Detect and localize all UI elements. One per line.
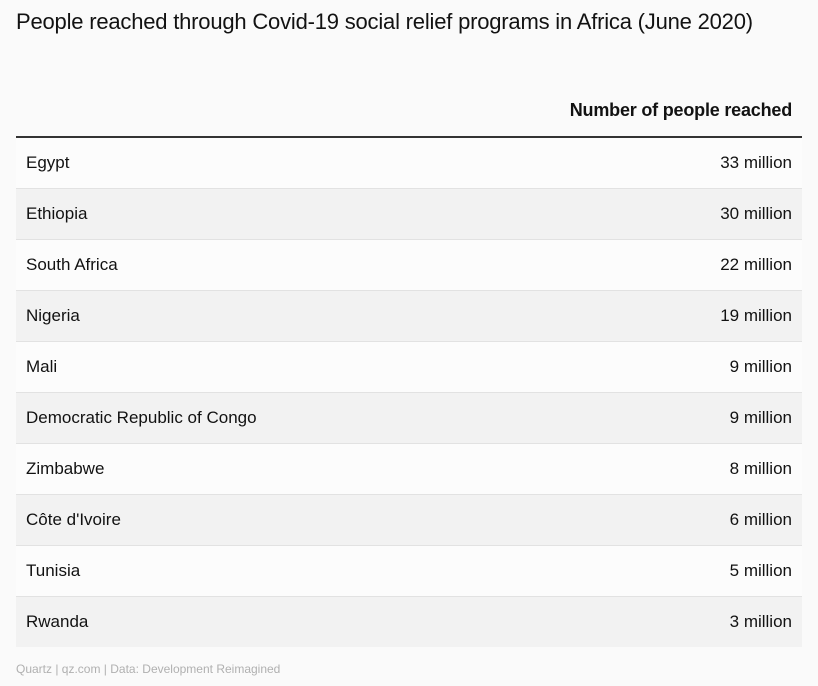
value-cell: 33 million [720, 153, 792, 172]
country-cell: Zimbabwe [26, 459, 105, 478]
country-cell: South Africa [26, 255, 118, 274]
value-cell: 3 million [729, 612, 792, 631]
country-cell: Tunisia [26, 561, 81, 580]
table-row: Nigeria 19 million [16, 291, 802, 342]
column-header-people-reached: Number of people reached [569, 100, 792, 120]
table-row: South Africa 22 million [16, 240, 802, 291]
country-cell: Nigeria [26, 306, 80, 325]
table-row: Mali 9 million [16, 342, 802, 393]
table-body: Egypt 33 million Ethiopia 30 million South A… [16, 138, 802, 647]
country-cell: Ethiopia [26, 204, 88, 223]
country-cell: Mali [26, 357, 58, 376]
country-cell: Democratic Republic of Congo [26, 408, 257, 427]
country-cell: Côte d'Ivoire [26, 510, 121, 529]
value-cell: 19 million [720, 306, 792, 325]
table-row: Egypt 33 million [16, 138, 802, 189]
value-cell: 9 million [729, 408, 792, 427]
chart-title: People reached through Covid-19 social r… [16, 9, 753, 34]
table-row: Tunisia 5 million [16, 546, 802, 597]
data-table: Number of people reached Egypt 33 million… [16, 88, 802, 647]
value-cell: 30 million [720, 204, 792, 223]
table-row: Rwanda 3 million [16, 597, 802, 647]
table-row: Côte d'Ivoire 6 million [16, 495, 802, 546]
table-row: Zimbabwe 8 million [16, 444, 802, 495]
value-cell: 6 million [729, 510, 792, 529]
source-footer: Quartz | qz.com | Data: Development Reim… [16, 662, 281, 676]
value-cell: 8 million [729, 459, 792, 478]
table-row: Democratic Republic of Congo 9 million [16, 393, 802, 444]
country-cell: Rwanda [26, 612, 89, 631]
value-cell: 9 million [729, 357, 792, 376]
value-cell: 22 million [720, 255, 792, 274]
table-header: Number of people reached [16, 88, 802, 138]
country-cell: Egypt [26, 153, 70, 172]
table-row: Ethiopia 30 million [16, 189, 802, 240]
value-cell: 5 million [729, 561, 792, 580]
